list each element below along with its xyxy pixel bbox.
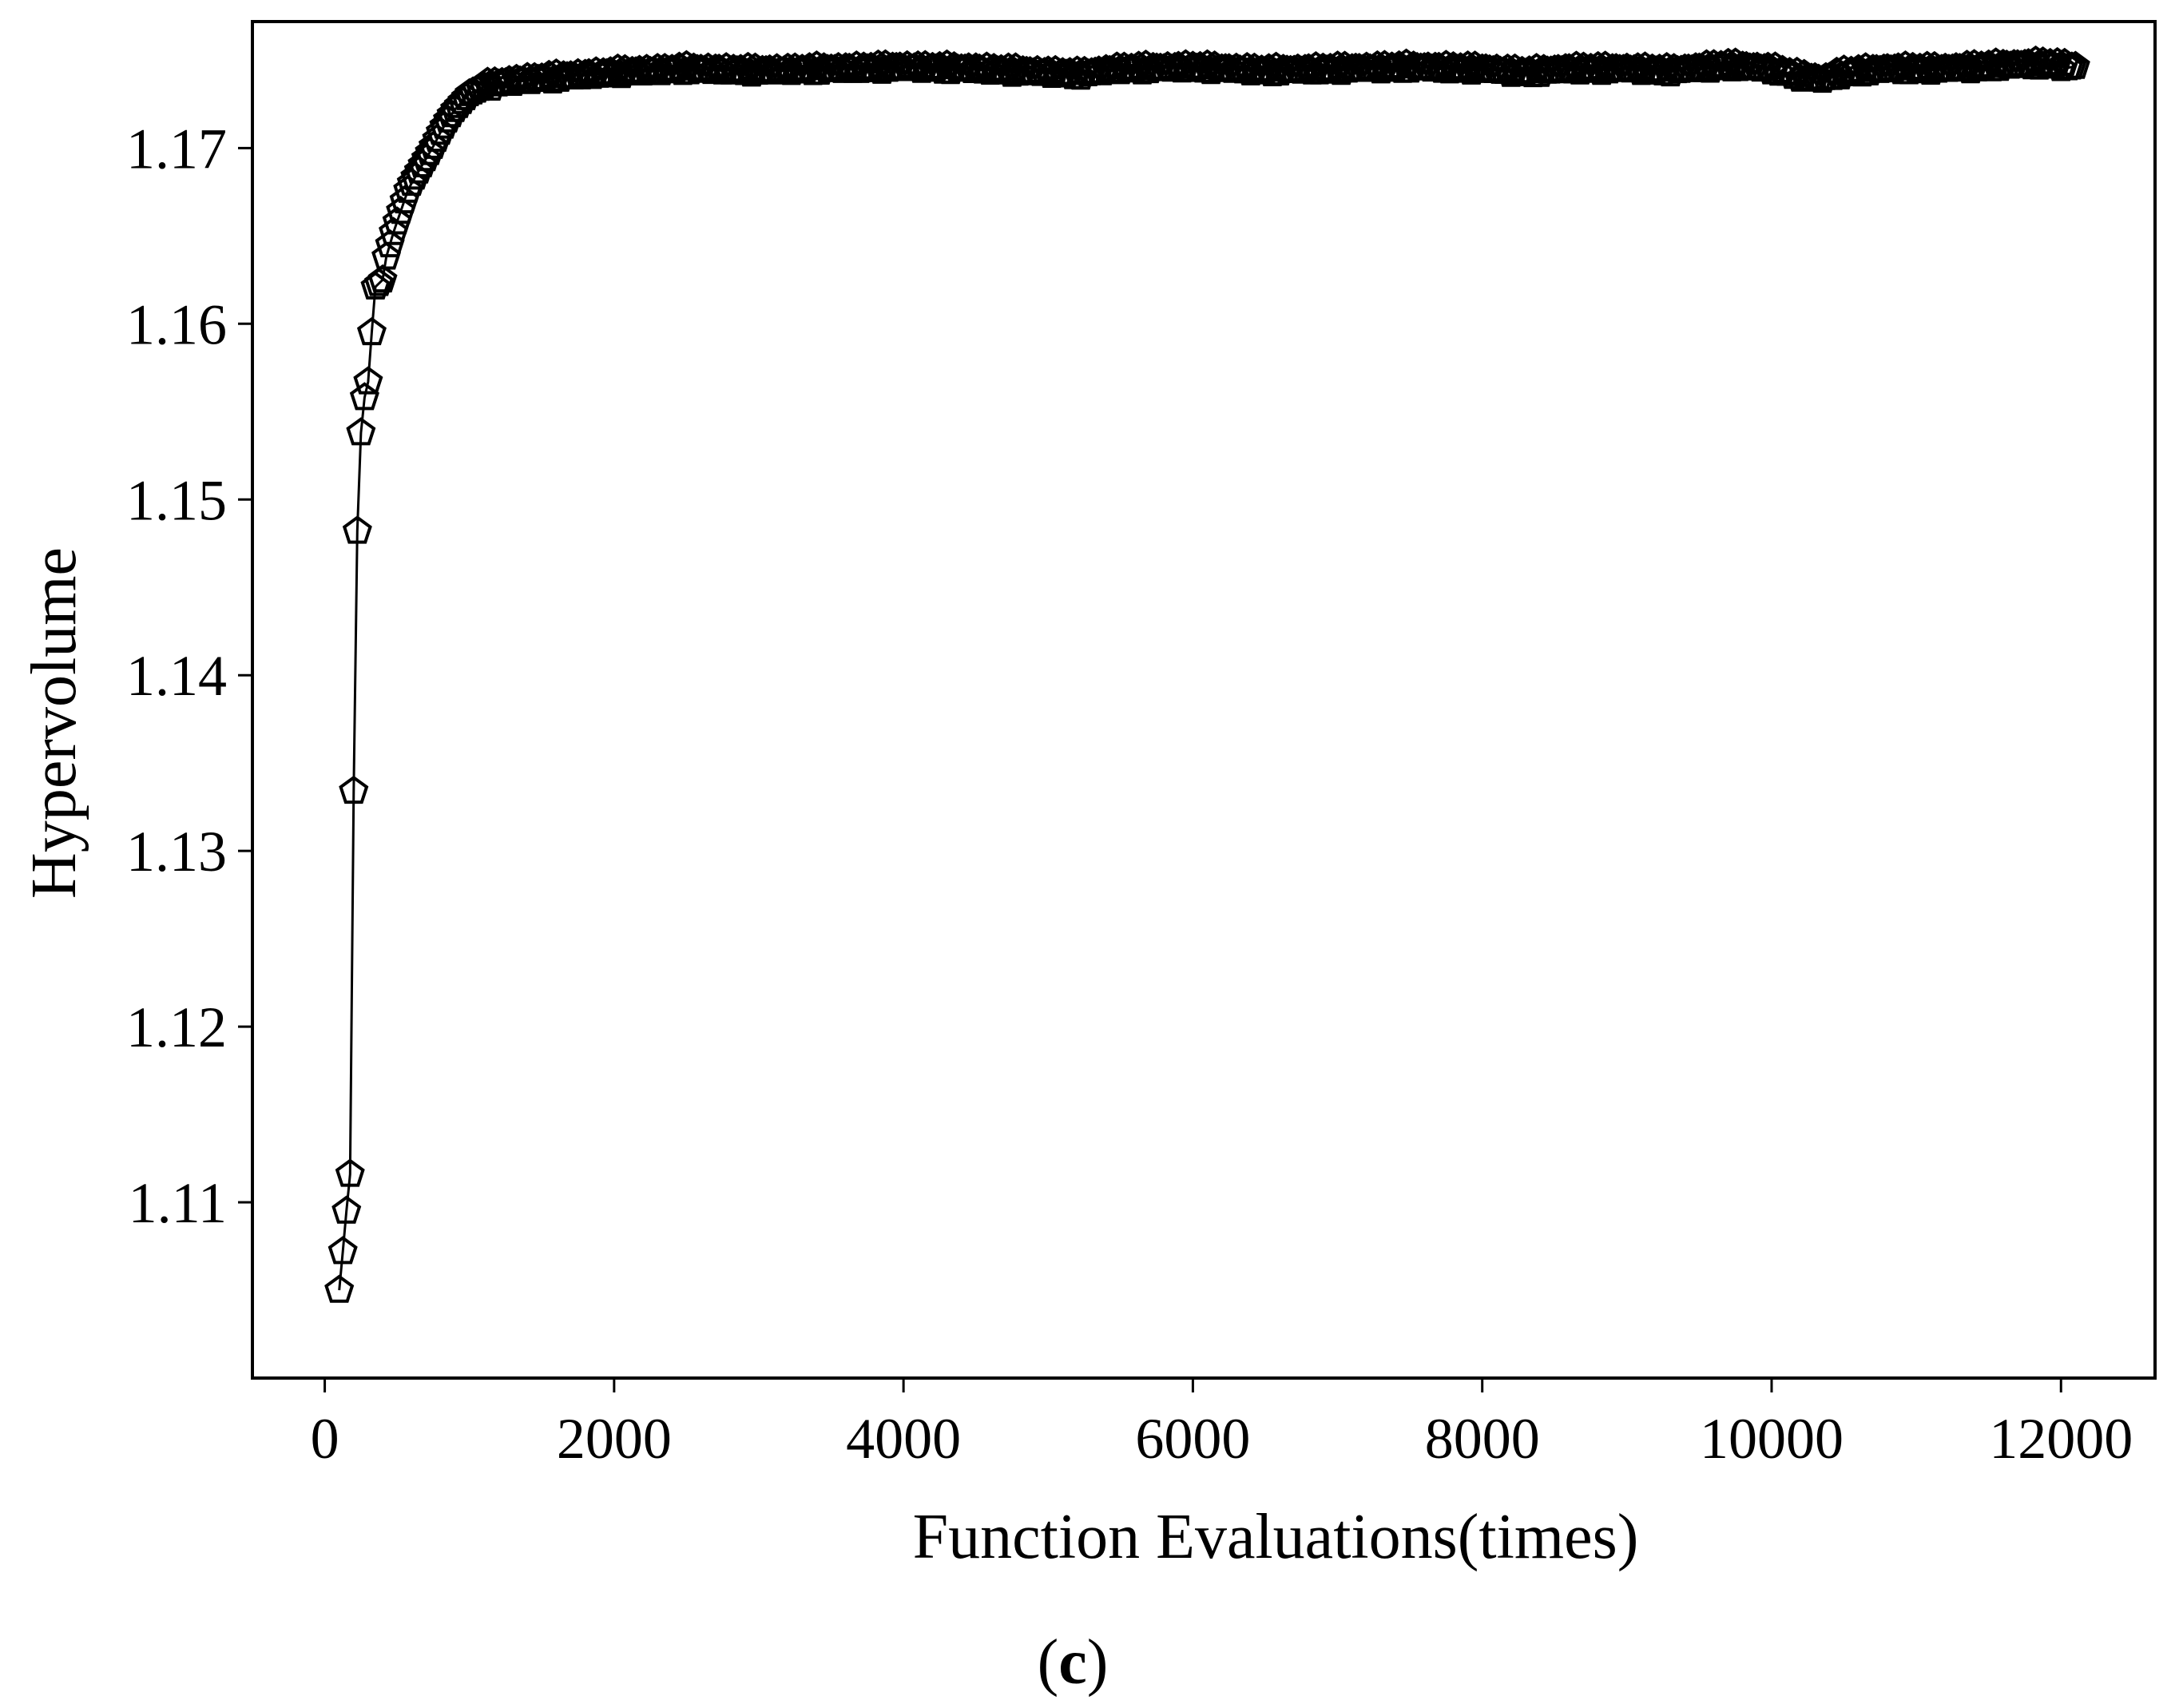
data-point-marker [407,149,438,177]
x-tick-label: 2000 [557,1407,672,1471]
x-axis-ticks: 0 2000 4000 6000 8000 10000 12000 [311,1378,2133,1471]
x-tick-label: 0 [311,1407,339,1471]
data-point-marker [418,130,448,159]
data-point-marker [386,196,416,224]
data-point-marker [433,104,463,133]
data-point-marker [335,1158,365,1187]
y-tick-label: 1.13 [126,820,227,884]
data-point-marker [375,228,405,258]
panel-label-letter: c [1058,1627,1087,1698]
x-tick-label: 12000 [1989,1407,2133,1471]
y-tick-label: 1.11 [129,1171,227,1235]
data-point-marker [396,167,427,197]
x-axis-label: Function Evaluations(times) [913,1502,1639,1572]
x-tick-label: 6000 [1135,1407,1250,1471]
data-point-marker [450,81,481,110]
data-point-marker [415,137,445,165]
x-tick-label: 4000 [846,1407,961,1471]
y-tick-label: 1.14 [126,644,227,708]
data-point-marker [339,775,369,804]
panel-label-open: ( [1038,1627,1059,1698]
y-axis-label: Hypervolume [19,547,89,899]
data-point-marker [353,366,383,395]
data-point-marker [382,206,412,235]
data-point-marker [371,241,402,270]
x-tick-label: 8000 [1425,1407,1540,1471]
panel-label: (c) [1038,1627,1109,1698]
data-point-marker [403,155,434,184]
y-tick-label: 1.15 [126,468,227,532]
data-point-marker [379,216,409,245]
y-tick-label: 1.17 [126,117,227,181]
data-point-marker [331,1195,362,1224]
data-point-marker [447,85,478,114]
data-point-marker [2060,50,2090,79]
y-tick-label: 1.16 [126,292,227,356]
data-point-marker [411,143,441,172]
data-point-marker [545,63,575,92]
data-point-marker [346,417,376,446]
data-point-marker [422,123,452,153]
data-point-marker [367,264,398,293]
data-point-marker [393,174,423,203]
data-point-marker [324,1274,355,1303]
data-point-marker [400,161,431,190]
y-axis-ticks: 1.11 1.12 1.13 1.14 1.15 1.16 1.17 [126,117,252,1235]
series-group [324,45,2090,1303]
panel-label-close: ) [1087,1627,1109,1698]
data-point-marker [356,316,387,346]
data-point-marker [360,271,391,300]
x-tick-label: 10000 [1700,1407,1844,1471]
data-point-marker [342,515,372,544]
data-point-marker [363,268,395,296]
y-tick-label: 1.12 [126,995,227,1059]
data-point-marker [327,1236,358,1265]
plot-frame [251,20,2157,1380]
